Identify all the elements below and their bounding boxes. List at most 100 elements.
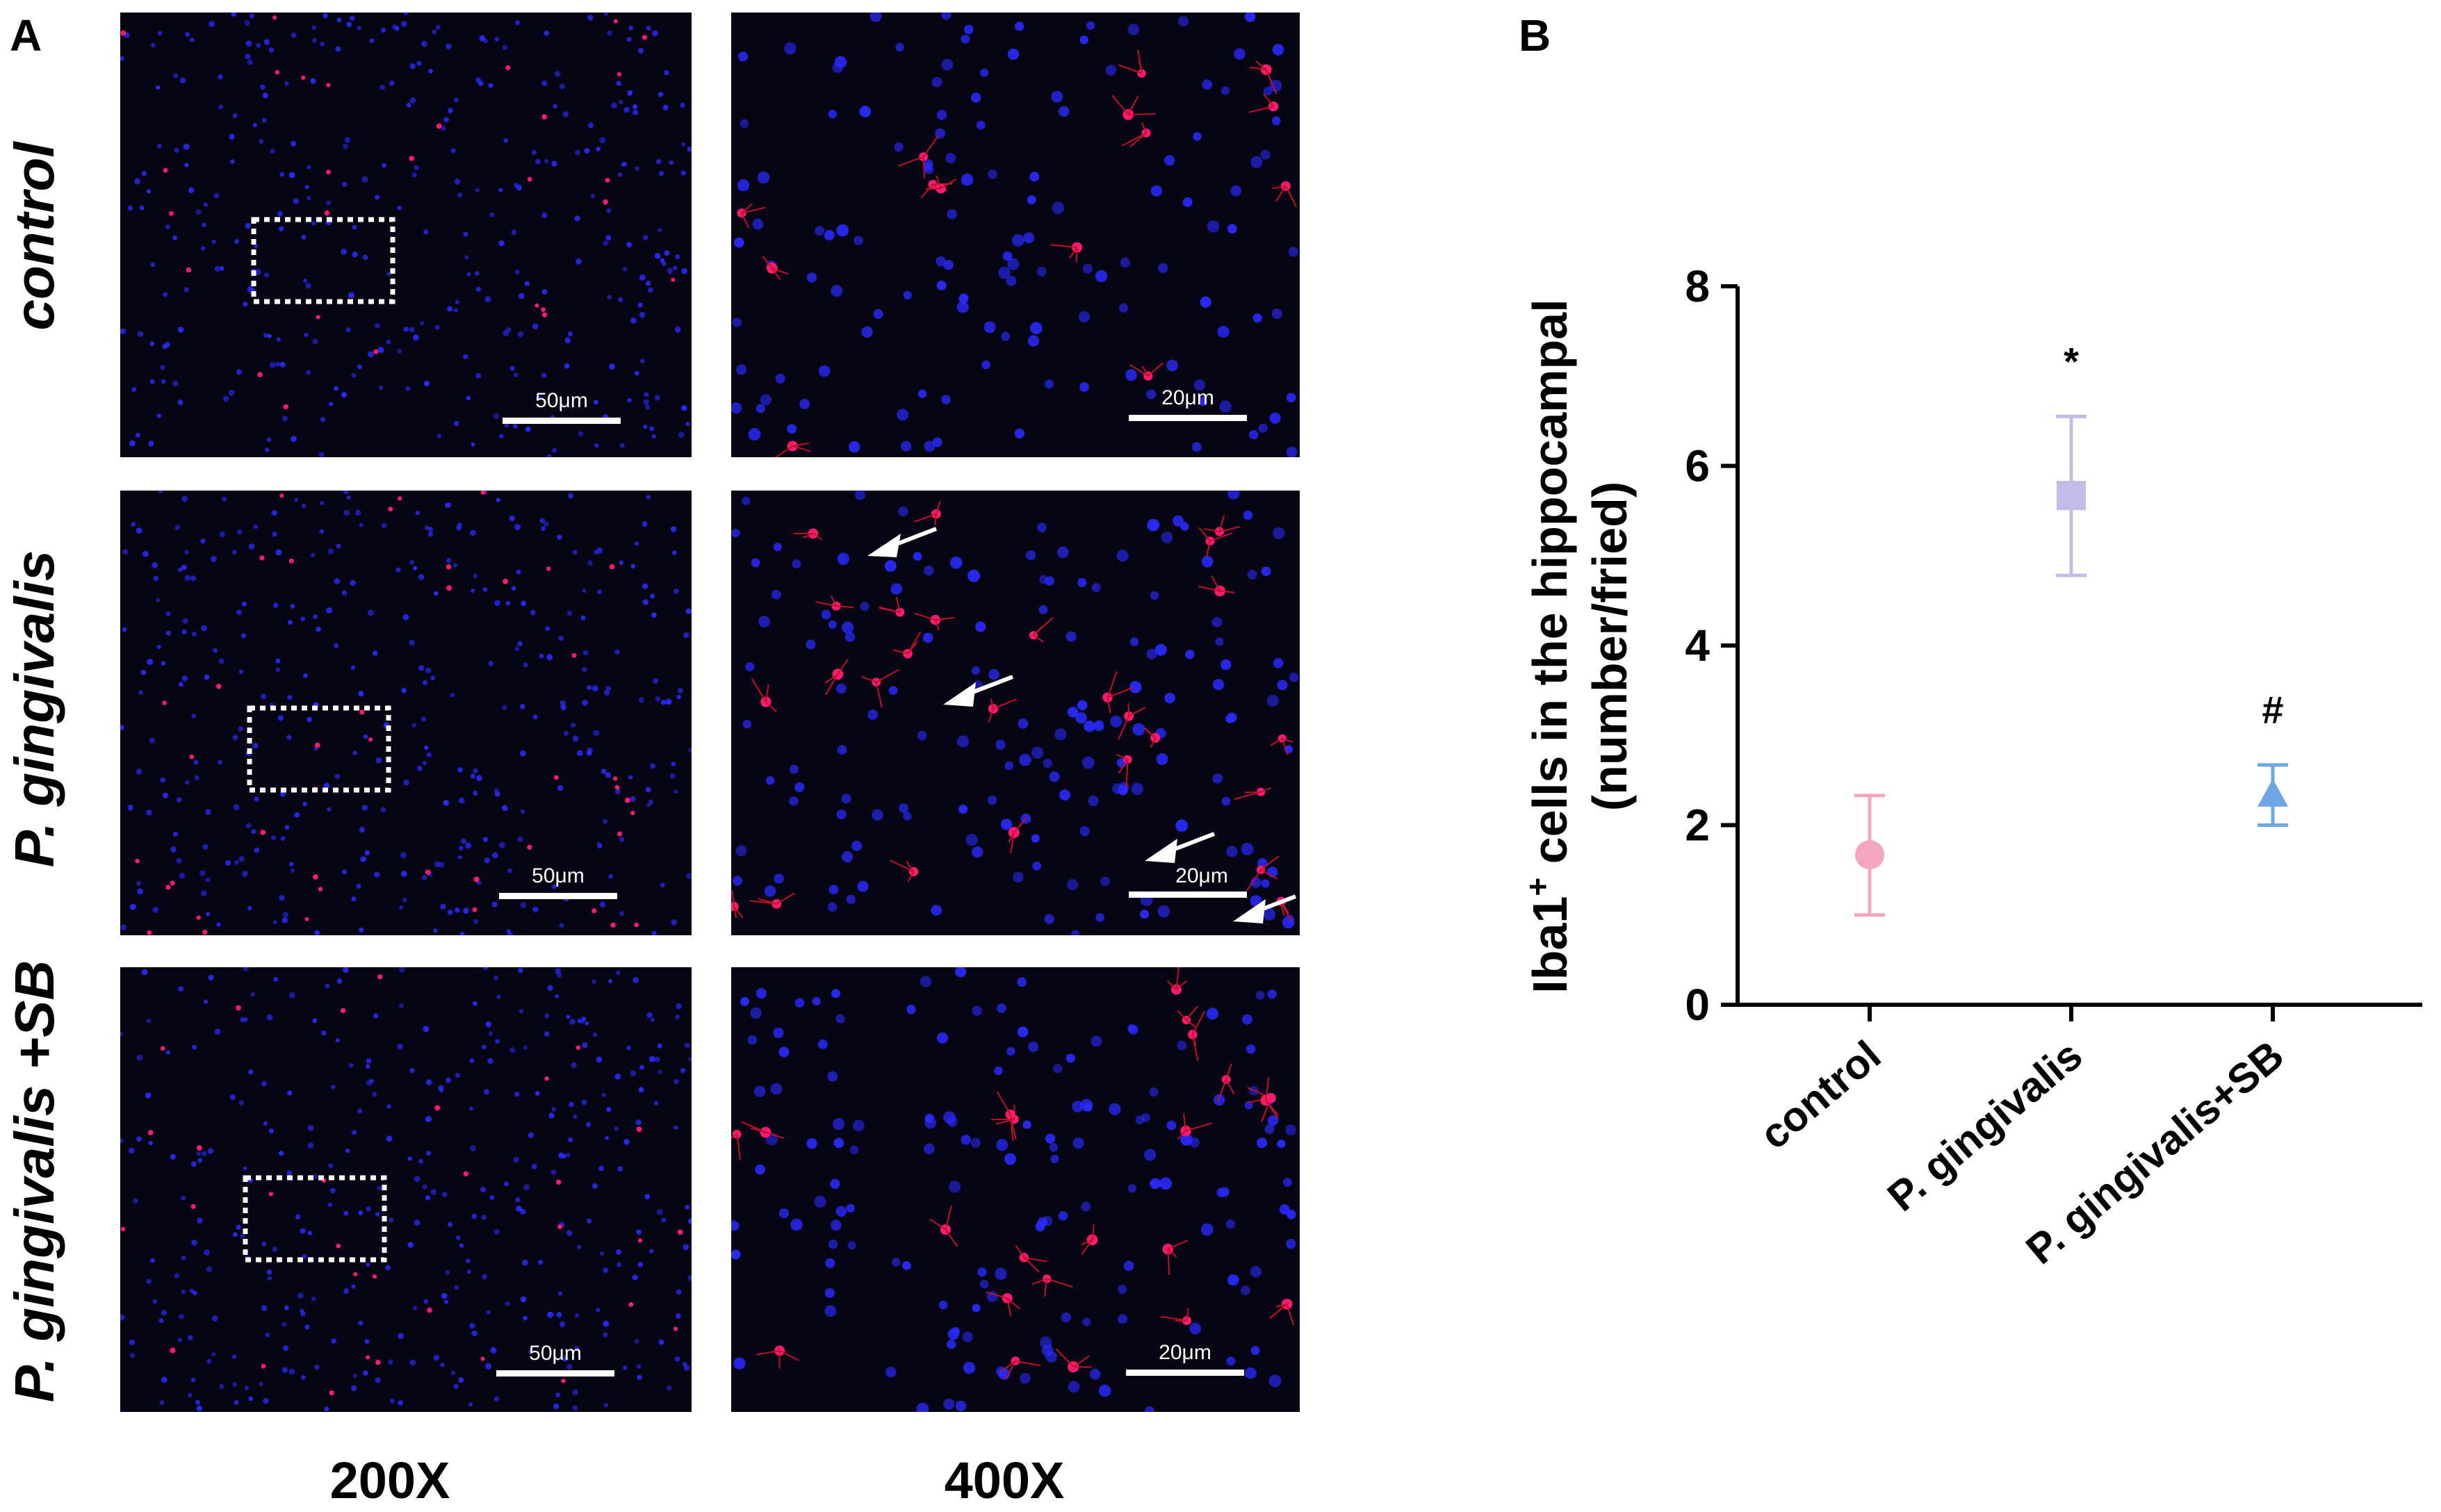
- nucleus: [414, 1176, 421, 1182]
- y-tick-label: 8: [1685, 261, 1710, 311]
- nucleus: [571, 1062, 577, 1069]
- nucleus: [439, 1087, 443, 1093]
- nucleus: [650, 593, 655, 599]
- nucleus: [572, 1389, 578, 1396]
- nucleus: [509, 365, 515, 371]
- microglia-process: [1143, 727, 1156, 739]
- zoom-region-box: [251, 217, 395, 304]
- iba1-cell: [634, 922, 639, 928]
- nucleus: [1247, 569, 1257, 580]
- nucleus: [1189, 1322, 1202, 1335]
- nucleus: [557, 534, 562, 540]
- nucleus: [281, 1367, 288, 1373]
- nucleus: [190, 1161, 197, 1167]
- microglia-process: [1186, 1308, 1189, 1321]
- nucleus: [484, 39, 488, 44]
- nucleus: [230, 159, 235, 164]
- nucleus: [183, 143, 190, 150]
- nucleus: [422, 680, 428, 686]
- nucleus: [651, 434, 656, 439]
- nucleus: [120, 328, 126, 335]
- nucleus: [660, 258, 664, 263]
- nucleus: [426, 752, 432, 757]
- iba1-cell: [340, 1008, 346, 1014]
- nucleus: [569, 1019, 575, 1025]
- microglia-process: [1111, 94, 1129, 115]
- nucleus: [642, 599, 648, 605]
- nucleus: [945, 153, 956, 164]
- nucleus: [122, 549, 129, 555]
- nucleus: [654, 395, 661, 401]
- nucleus: [649, 426, 655, 432]
- nucleus: [778, 1046, 790, 1058]
- nucleus: [334, 386, 338, 391]
- microglia-process: [1116, 753, 1128, 760]
- nucleus: [566, 610, 573, 616]
- nucleus: [496, 994, 501, 999]
- nucleus: [1045, 1133, 1056, 1144]
- nucleus: [326, 607, 333, 614]
- nucleus: [480, 1187, 486, 1192]
- microglia-process: [1218, 515, 1225, 532]
- nucleus: [307, 165, 311, 170]
- nucleus: [523, 1315, 528, 1321]
- nucleus: [1031, 834, 1040, 843]
- nucleus: [232, 113, 238, 118]
- microglia-process: [907, 631, 922, 655]
- nucleus: [471, 1213, 477, 1219]
- iba1-cell: [1188, 1030, 1198, 1040]
- nucleus: [450, 148, 456, 154]
- nucleus: [455, 907, 460, 913]
- iba1-cell: [147, 930, 152, 935]
- nucleus: [406, 102, 411, 108]
- nucleus: [594, 443, 599, 448]
- nucleus: [492, 852, 498, 859]
- nucleus: [564, 363, 570, 369]
- iba1-cell: [316, 315, 320, 320]
- nucleus: [642, 521, 648, 527]
- iba1-cell: [613, 19, 618, 24]
- nucleus: [145, 1092, 152, 1099]
- nucleus: [498, 240, 505, 247]
- nucleus: [473, 769, 478, 773]
- nucleus: [466, 1258, 471, 1263]
- nucleus: [213, 648, 218, 653]
- nucleus: [131, 522, 136, 527]
- nucleus: [1180, 1133, 1193, 1146]
- nucleus: [596, 547, 603, 554]
- scale-bar-label: 20μm: [1175, 864, 1228, 887]
- nucleus: [586, 750, 592, 756]
- nucleus: [831, 285, 843, 297]
- nucleus: [1001, 331, 1011, 341]
- microglia-process: [1260, 869, 1278, 880]
- nucleus: [1211, 616, 1223, 627]
- nucleus: [212, 1315, 218, 1322]
- nucleus: [1245, 1367, 1257, 1379]
- nucleus: [248, 543, 255, 550]
- nucleus: [256, 42, 261, 48]
- nucleus: [541, 80, 548, 86]
- nucleus: [335, 1038, 340, 1043]
- nucleus: [559, 83, 565, 90]
- nucleus: [389, 80, 395, 86]
- nucleus: [665, 698, 672, 705]
- nucleus: [674, 1356, 680, 1362]
- nucleus: [465, 842, 471, 849]
- nucleus: [424, 745, 429, 750]
- nucleus: [962, 1331, 973, 1342]
- nucleus: [1264, 1124, 1275, 1134]
- nucleus: [646, 26, 651, 31]
- nucleus: [243, 967, 249, 971]
- microglia-process: [824, 673, 839, 696]
- nucleus: [238, 669, 244, 675]
- microglia-process: [914, 513, 937, 523]
- nucleus: [639, 359, 645, 364]
- nucleus: [266, 1269, 272, 1275]
- nucleus: [634, 541, 639, 546]
- nucleus: [263, 39, 270, 45]
- nucleus: [688, 1057, 692, 1062]
- nucleus: [206, 1266, 213, 1273]
- nucleus: [1226, 846, 1238, 857]
- nucleus: [983, 321, 996, 334]
- iba1-cell: [605, 178, 610, 183]
